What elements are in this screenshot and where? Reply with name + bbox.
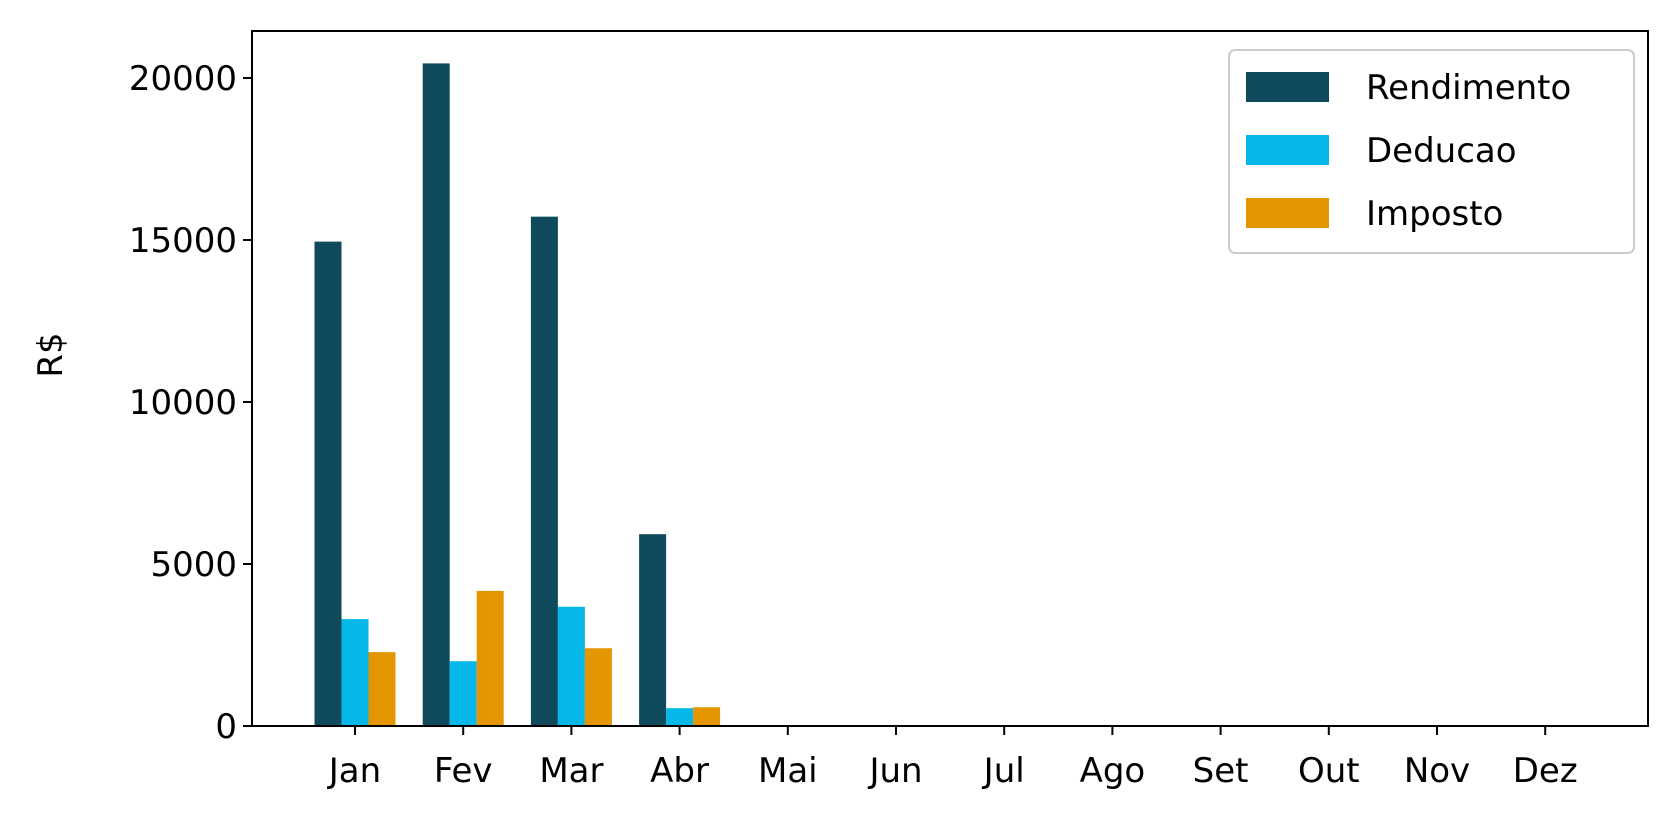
x-tick-label-jan: Jan [327, 751, 381, 791]
bar-rendimento-abr [639, 534, 667, 726]
y-tick-label: 15000 [129, 221, 237, 261]
bar-rendimento-jan [314, 241, 342, 727]
bar-rendimento-fev [422, 63, 450, 726]
legend-label-deducao: Deducao [1366, 131, 1517, 171]
legend-swatch-deducao [1246, 135, 1329, 165]
legend: Rendimento Deducao Imposto [1228, 49, 1635, 254]
y-axis-label: R$ [31, 332, 71, 377]
x-tick-label-fev: Fev [434, 751, 493, 791]
x-tick-label-nov: Nov [1404, 751, 1470, 791]
x-tick-label-set: Set [1193, 751, 1249, 791]
x-tick-label-mai: Mai [758, 751, 818, 791]
bar-rendimento-mar [530, 216, 558, 726]
x-tick-label-jun: Jun [867, 751, 922, 791]
x-tick-label-ago: Ago [1080, 751, 1146, 791]
bar-imposto-mar [584, 648, 612, 726]
bar-deducao-jan [341, 619, 369, 726]
y-tick-label: 10000 [129, 383, 237, 423]
bar-imposto-jan [368, 652, 396, 726]
x-tick-label-dez: Dez [1513, 751, 1578, 791]
axes-layer: 0 5000 10000 15000 20000 Jan Fev Mar Abr Mai Jun Ju… [129, 30, 1649, 791]
x-tick-label-abr: Abr [650, 751, 709, 791]
x-tick-label-out: Out [1298, 751, 1360, 791]
bars-layer [314, 63, 721, 727]
x-tick-label-mar: Mar [539, 751, 603, 791]
y-tick-label: 5000 [150, 545, 237, 585]
y-tick-label: 0 [215, 707, 237, 747]
plot-frame [251, 30, 1649, 727]
legend-label-rendimento: Rendimento [1366, 68, 1571, 108]
legend-swatch-rendimento [1246, 72, 1329, 102]
bar-deducao-fev [449, 661, 477, 726]
legend-box [1228, 49, 1635, 254]
x-tick-label-jul: Jul [982, 751, 1025, 791]
legend-swatch-imposto [1246, 198, 1329, 228]
bar-deducao-abr [666, 708, 694, 726]
legend-label-imposto: Imposto [1366, 194, 1503, 234]
bar-imposto-fev [476, 590, 504, 726]
y-tick-label: 20000 [129, 59, 237, 99]
bar-imposto-abr [693, 707, 721, 726]
bar-deducao-mar [557, 606, 585, 726]
